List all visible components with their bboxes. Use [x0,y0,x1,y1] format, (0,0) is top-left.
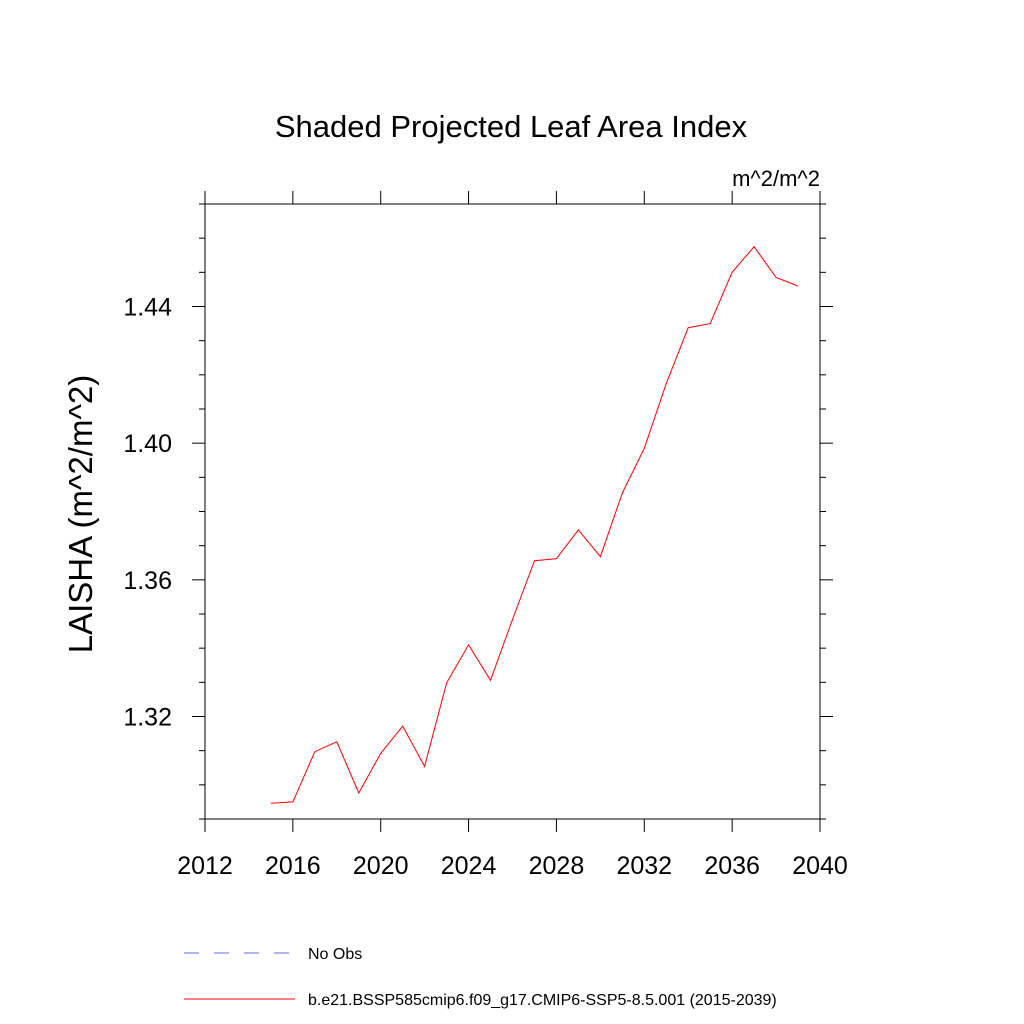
x-tick-label: 2040 [792,852,848,880]
y-axis-label: LAISHA (m^2/m^2) [62,375,99,654]
x-tick-label: 2032 [616,852,672,880]
plot-frame [204,203,821,820]
legend: No Obs b.e21.BSSP585cmip6.f09_g17.CMIP6-S… [184,946,777,1009]
x-tick-label: 2012 [177,852,233,880]
axis-ticks [192,191,833,832]
units-label: m^2/m^2 [732,166,820,191]
legend-label: b.e21.BSSP585cmip6.f09_g17.CMIP6-SSP5-8.… [308,992,777,1009]
chart-title: Shaded Projected Leaf Area Index [275,109,748,144]
series-group [270,245,799,804]
series-line [270,245,799,804]
y-tick-label: 1.32 [123,704,172,732]
x-tick-label: 2020 [353,852,409,880]
legend-label: No Obs [308,946,362,963]
tick-labels: 2012 2016 2020 2024 2028 2032 2036 2040 1.32 1.36… [123,294,847,881]
x-tick-label: 2024 [441,852,497,880]
y-tick-label: 1.40 [123,430,172,458]
x-tick-label: 2016 [265,852,321,880]
x-tick-label: 2028 [529,852,585,880]
x-tick-label: 2036 [704,852,760,880]
y-tick-label: 1.44 [123,294,172,322]
y-tick-label: 1.36 [123,567,172,595]
